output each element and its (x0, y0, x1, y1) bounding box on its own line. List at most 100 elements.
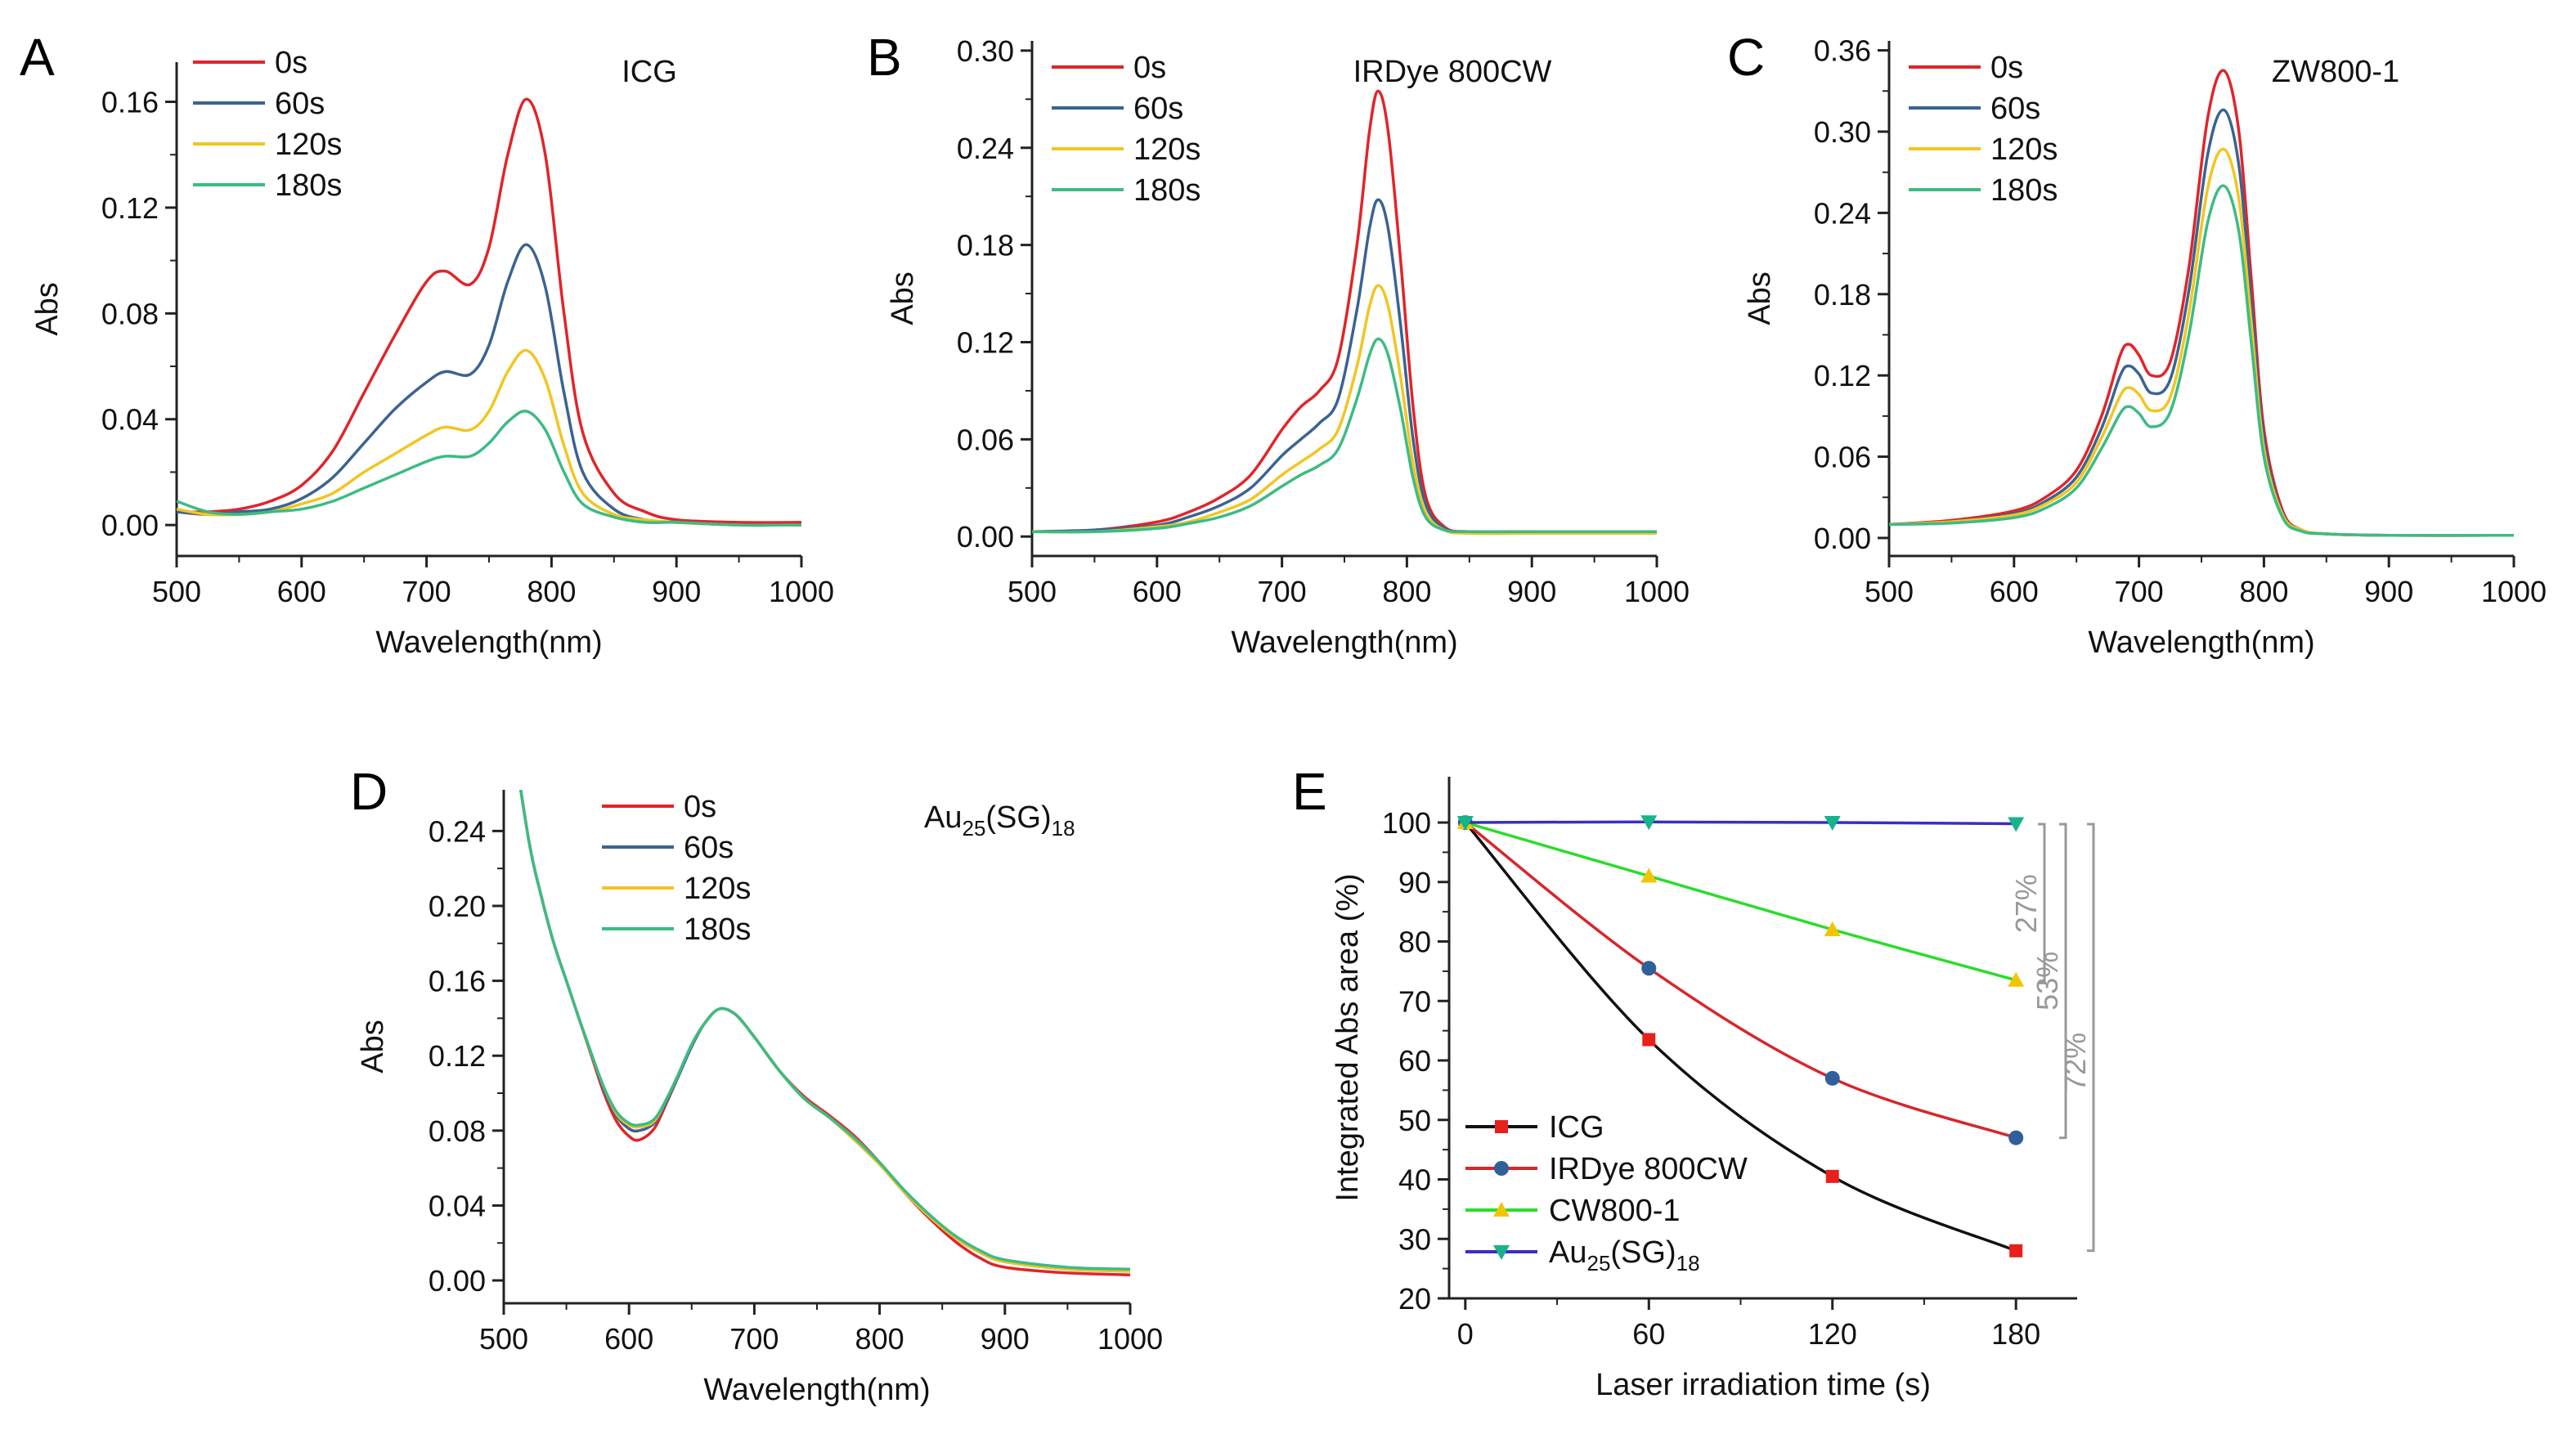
y-tick-label: 20 (1398, 1282, 1431, 1316)
x-axis-title: Wavelength(nm) (703, 1373, 930, 1407)
legend-label: CW800-1 (1549, 1194, 1681, 1228)
legend-label-part: 25 (1586, 1251, 1610, 1275)
bracket-label: 27% (2009, 874, 2043, 933)
x-tick-label: 800 (855, 1322, 904, 1356)
x-tick-label: 800 (1382, 575, 1431, 608)
series-line-0s (1032, 89, 1657, 534)
y-tick-label: 0.30 (957, 34, 1014, 68)
y-tick-label: 0.18 (957, 229, 1014, 262)
legend-label: 60s (1133, 92, 1183, 126)
title-part: Au (924, 800, 962, 835)
data-point (1824, 1070, 1840, 1086)
axes-frame (1447, 777, 2077, 1300)
title-part: (SG) (985, 800, 1051, 835)
legend-label: IRDye 800CW (1549, 1152, 1748, 1186)
data-point (1642, 1033, 1656, 1047)
data-point (1824, 921, 1841, 936)
y-tick-label: 0.12 (1814, 359, 1871, 392)
x-tick-label: 900 (652, 575, 701, 608)
legend-label-part: 18 (1676, 1251, 1700, 1275)
data-point (1825, 1169, 1839, 1183)
data-point (1640, 815, 1658, 831)
panel-letter: B (867, 28, 902, 87)
legend-marker (1493, 1202, 1510, 1217)
x-tick-label: 900 (2364, 575, 2413, 608)
legend-label: 120s (275, 128, 342, 162)
x-tick-label: 500 (1865, 575, 1914, 608)
chart-title: ZW800-1 (2272, 55, 2399, 89)
legend-label: 60s (275, 87, 325, 121)
y-tick-label: 40 (1398, 1163, 1431, 1197)
y-tick-label: 0.12 (101, 191, 159, 225)
y-tick-label: 0.04 (101, 403, 159, 437)
panel-C: C 500 600 700 800 900 1000 0.00 0.06 0.12 0.18 0.24… (1727, 28, 2547, 660)
axes-frame (502, 790, 1130, 1305)
title-part: 18 (1052, 816, 1075, 841)
x-tick-label: 1000 (769, 575, 834, 608)
x-tick-label: 700 (1258, 575, 1307, 608)
x-tick-label: 120 (1808, 1317, 1857, 1351)
data-point (1641, 961, 1657, 976)
x-axis-title: Wavelength(nm) (375, 625, 602, 660)
y-tick-label: 0.06 (1814, 441, 1871, 474)
x-tick-label: 1000 (1624, 575, 1690, 608)
legend-label-part: Au (1549, 1235, 1586, 1270)
series-line (1464, 821, 2017, 1140)
legend-label: 60s (684, 831, 734, 865)
legend-label: ICG (1549, 1110, 1604, 1145)
legend-label: 180s (1133, 173, 1200, 208)
y-tick-label: 50 (1398, 1104, 1431, 1137)
y-tick-label: 0.12 (429, 1039, 486, 1073)
legend-label: 120s (684, 872, 751, 906)
series-line-180s (1032, 337, 1657, 534)
data-point (2008, 817, 2025, 832)
legend-label: Au25(SG)18 (1549, 1235, 1700, 1275)
y-tick-label: 0.24 (429, 814, 486, 848)
x-tick-label: 600 (1133, 575, 1182, 608)
x-tick-label: 1000 (2481, 575, 2547, 608)
y-axis-title: Abs (1743, 271, 1777, 325)
y-tick-label: 0.36 (1814, 34, 1871, 68)
y-axis-title: Integrated Abs area (%) (1331, 873, 1365, 1201)
panel-letter: D (350, 762, 388, 821)
chart-title: ICG (622, 55, 677, 89)
legend-label: 120s (1990, 132, 2058, 167)
panel-D: D 500 600 700 800 900 1000 0.00 0.04 0.08 0.12 0.16… (350, 762, 1163, 1407)
y-axis-title: Abs (356, 1020, 390, 1073)
legend-label: 180s (275, 168, 342, 203)
series-line (1464, 821, 2017, 1253)
x-tick-label: 700 (402, 575, 451, 608)
panel-A: A 500 600 700 800 900 1000 0.00 0.04 0.08 0.12 0.16… (20, 28, 834, 660)
x-tick-label: 600 (277, 575, 326, 608)
x-tick-label: 900 (981, 1322, 1030, 1356)
legend-label: 180s (684, 912, 751, 947)
legend-marker (1494, 1161, 1509, 1176)
x-tick-label: 800 (527, 575, 576, 608)
y-tick-label: 0.00 (1814, 522, 1871, 555)
data-point (1456, 816, 1474, 832)
x-tick-label: 600 (1990, 575, 2039, 608)
x-axis-title: Wavelength(nm) (2088, 625, 2314, 660)
legend-label: 0s (684, 790, 716, 824)
series-line (1465, 821, 2017, 982)
series-line-60s (1032, 198, 1657, 534)
y-tick-label: 0.30 (1814, 115, 1871, 149)
legend-label: 120s (1133, 132, 1200, 167)
chart-title: IRDye 800CW (1353, 55, 1552, 89)
series-line-180s (1889, 184, 2514, 537)
y-tick-label: 60 (1398, 1044, 1431, 1078)
series-line (1465, 820, 2017, 826)
legend-label: 0s (275, 46, 307, 80)
x-tick-label: 500 (479, 1322, 528, 1356)
legend-label: 0s (1990, 51, 2023, 85)
panel-B: B 500 600 700 800 900 1000 0.00 0.06 0.12 0.18 0.24… (867, 28, 1690, 660)
y-tick-label: 30 (1398, 1222, 1431, 1256)
legend-marker (1495, 1120, 1508, 1133)
data-point (2008, 971, 2025, 987)
bracket (2059, 823, 2067, 1140)
y-tick-label: 0.16 (429, 965, 486, 998)
y-tick-label: 0.12 (957, 325, 1014, 359)
bracket (2038, 823, 2046, 984)
series-line-180s (177, 410, 801, 527)
